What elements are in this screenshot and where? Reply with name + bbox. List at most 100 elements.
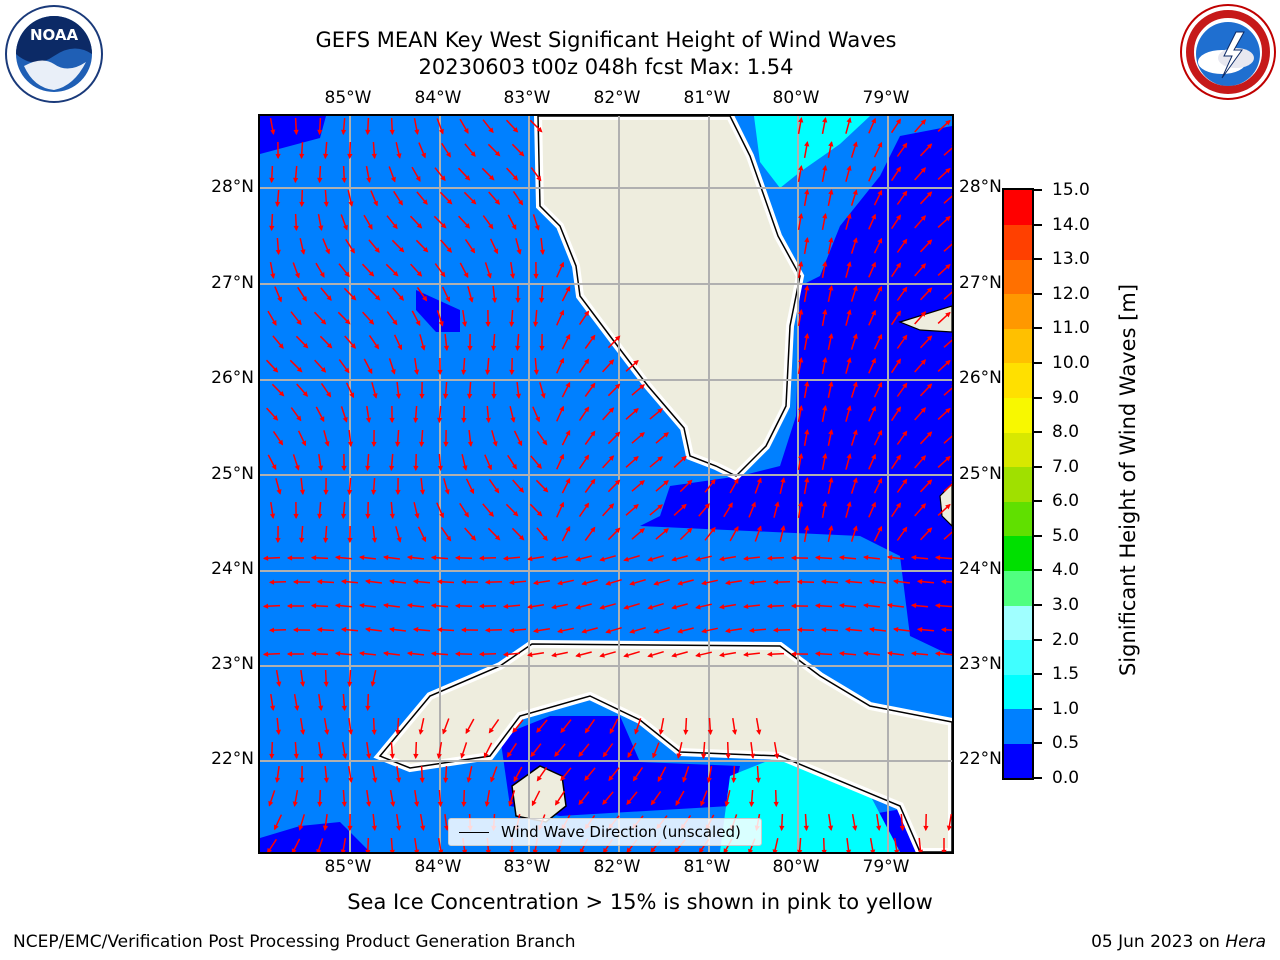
wave-arrow-head — [412, 578, 419, 585]
wave-arrow-head — [748, 848, 754, 852]
wave-arrow-head — [923, 825, 929, 832]
wave-arrow-head — [871, 405, 876, 412]
wave-arrow-head — [748, 579, 755, 585]
wave-arrow-head — [272, 367, 279, 373]
wave-arrow-head — [895, 406, 902, 413]
colorbar — [1002, 188, 1034, 780]
wave-arrow-head — [536, 126, 543, 133]
wave-arrow-head — [488, 223, 494, 230]
colorbar-segment — [1004, 570, 1032, 606]
wave-arrow-head — [657, 408, 663, 414]
wave-arrow-head — [485, 849, 491, 852]
wave-arrow-head — [599, 556, 605, 562]
wave-arrow-head — [634, 728, 640, 735]
wave-arrow-head — [774, 501, 780, 507]
wave-arrow-head — [341, 705, 347, 712]
wave-arrow-head — [421, 536, 427, 543]
wave-arrow-head — [334, 555, 341, 561]
wave-arrow-head — [945, 503, 951, 510]
wave-arrow-head — [467, 393, 473, 400]
wave-arrow-head — [674, 847, 680, 852]
wave-arrow-head — [828, 381, 834, 387]
wave-arrow-head — [461, 369, 467, 376]
wave-arrow-head — [342, 753, 348, 759]
wave-arrow-head — [887, 554, 893, 561]
wave-arrow-head — [437, 369, 443, 376]
wave-arrow-head — [838, 555, 845, 561]
wave-arrow-head — [554, 751, 560, 757]
wave-arrow-head — [871, 165, 876, 172]
wave-arrow-head — [539, 249, 546, 256]
wave-arrow-head — [350, 294, 357, 301]
wave-arrow-head — [926, 383, 933, 389]
wave-arrow-head — [389, 513, 395, 520]
colorbar-tick — [1034, 673, 1042, 676]
wave-arrow-head — [751, 501, 756, 508]
wave-arrow-head — [392, 223, 398, 230]
noaa-logo-text: NOAA — [30, 26, 79, 44]
wave-arrow-head — [581, 580, 587, 586]
wave-arrow-head — [464, 175, 471, 181]
wave-arrow-head — [671, 604, 677, 610]
legend-line-swatch — [459, 832, 489, 833]
colorbar-segment — [1004, 328, 1032, 364]
wave-height-map[interactable] — [258, 114, 954, 854]
wave-arrow-head — [466, 777, 472, 783]
wave-arrow-head — [509, 273, 516, 279]
wave-arrow-head — [706, 777, 712, 783]
wave-arrow-head — [608, 455, 615, 461]
wave-arrow-head — [614, 479, 621, 486]
wave-arrow-head — [798, 309, 804, 315]
wave-arrow-head — [534, 224, 540, 231]
wave-arrow-head — [296, 415, 302, 422]
wave-arrow-head — [779, 825, 785, 832]
wave-arrow-head — [560, 775, 566, 782]
wave-arrow-head — [365, 578, 371, 585]
wave-arrow-head — [262, 555, 269, 561]
colorbar-tick — [1034, 569, 1042, 572]
wave-arrow-head — [316, 579, 323, 585]
wave-arrow-head — [804, 381, 810, 387]
colorbar-tick-label: 2.0 — [1052, 629, 1080, 650]
wave-arrow-head — [902, 334, 908, 341]
wave-arrow-head — [442, 728, 448, 735]
wave-arrow-head — [790, 651, 797, 657]
colorbar-segment — [1004, 743, 1032, 779]
wave-arrow-head — [272, 415, 279, 421]
wave-arrow-head — [470, 247, 476, 254]
wave-arrow-head — [324, 441, 330, 447]
wave-arrow-head — [414, 801, 420, 807]
wave-arrow-head — [653, 628, 660, 634]
wave-arrow-head — [565, 477, 571, 484]
wave-arrow-head — [389, 129, 395, 136]
wave-arrow-head — [275, 153, 281, 160]
wave-arrow-head — [395, 393, 402, 400]
wave-arrow-head — [443, 393, 449, 400]
wave-arrow-head — [590, 430, 596, 437]
wave-arrow-head — [502, 651, 509, 657]
wave-arrow-head — [822, 405, 828, 411]
wave-arrow-head — [278, 439, 284, 446]
wave-arrow-head — [639, 480, 645, 486]
wave-arrow-head — [389, 578, 395, 585]
wave-arrow-head — [483, 752, 489, 759]
colorbar-tick — [1034, 361, 1042, 364]
wave-arrow-head — [395, 729, 401, 736]
wave-arrow-head — [749, 753, 756, 759]
credit-date: 05 Jun 2023 on Hera — [1091, 932, 1266, 952]
wave-arrow-head — [414, 849, 420, 852]
wave-arrow-head — [478, 555, 485, 561]
wave-arrow-head — [494, 534, 501, 541]
wave-arrow-head — [551, 556, 557, 562]
wave-arrow-head — [422, 246, 429, 253]
wave-arrow-head — [895, 214, 902, 221]
wave-arrow-head — [334, 603, 341, 609]
wave-arrow-head — [877, 189, 883, 196]
wave-arrow-head — [395, 441, 401, 448]
lat-label-right: 23°N — [959, 654, 1002, 674]
wave-arrow-head — [293, 513, 299, 520]
wave-arrow-head — [608, 407, 615, 413]
wave-arrow-head — [299, 489, 306, 496]
wave-arrow-head — [325, 248, 330, 255]
colorbar-segment — [1004, 362, 1032, 399]
